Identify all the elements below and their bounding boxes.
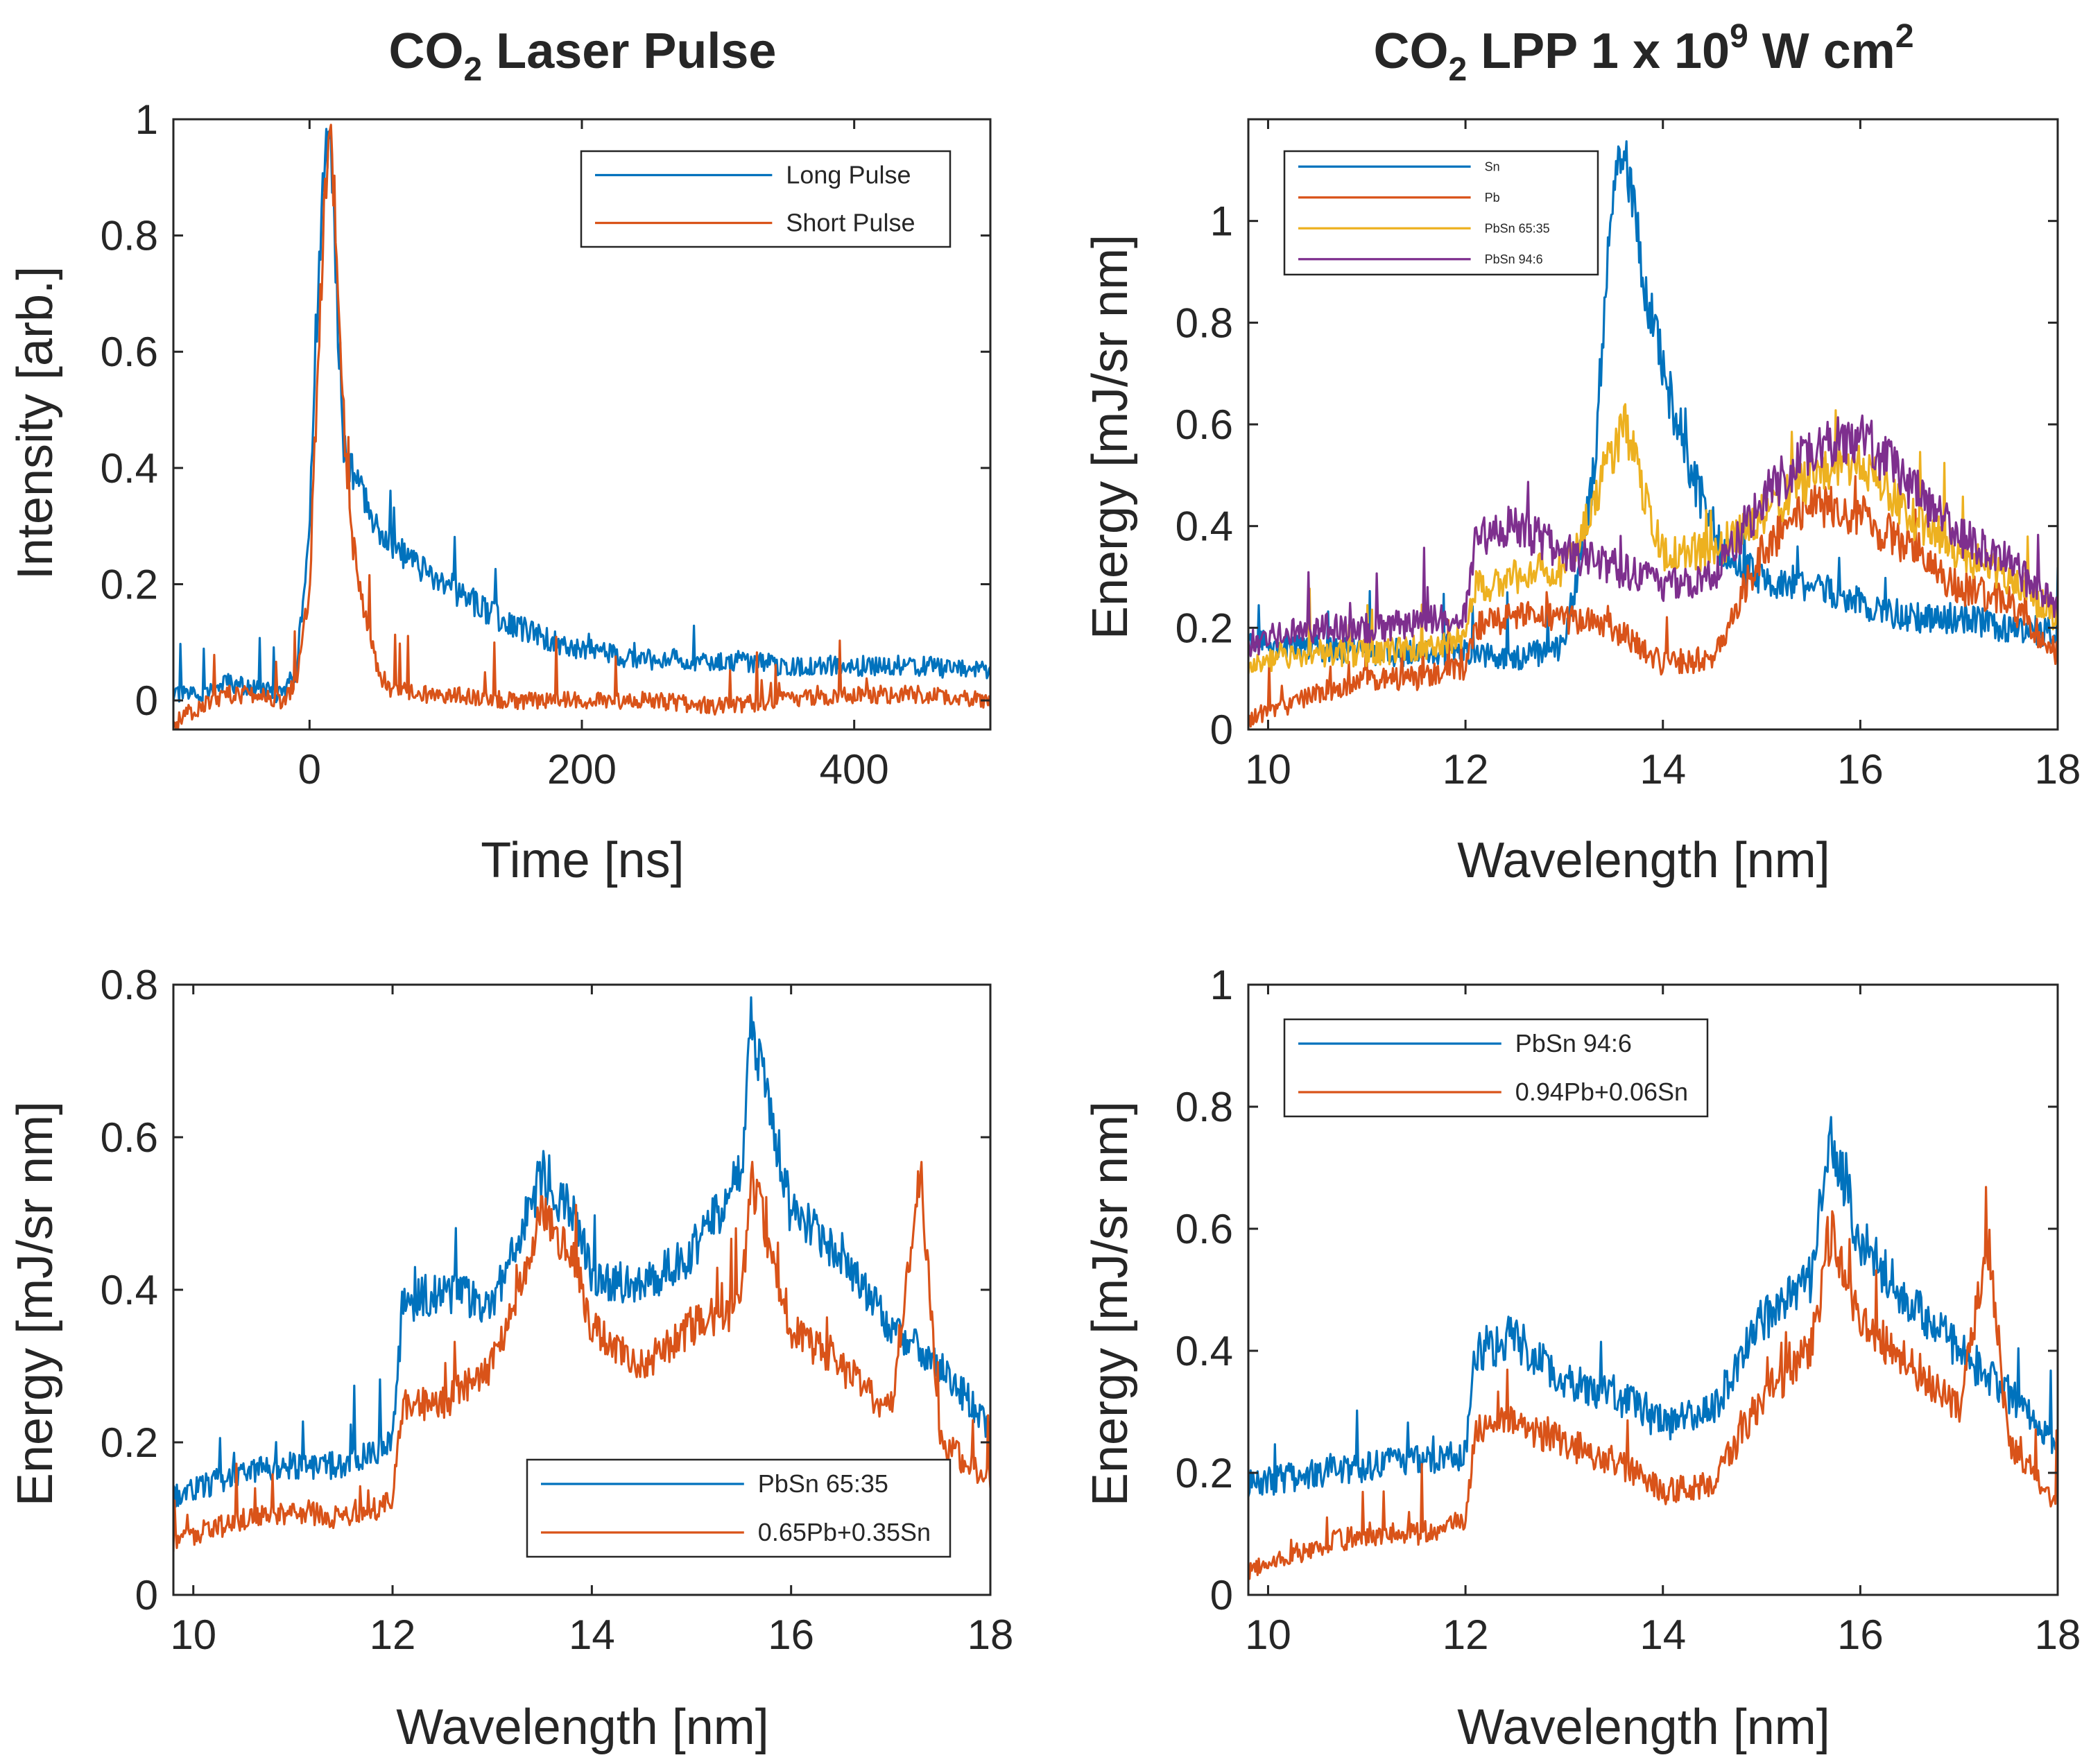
panel3-xtick-label-1: 12 [370, 1612, 416, 1658]
panel2-legend-box [1283, 150, 1599, 276]
panel1-series-group [173, 123, 990, 729]
panel2-legend-label-2: PbSn 65:35 [1485, 221, 1550, 235]
panel4-ytick-label-3: 0.6 [1176, 1206, 1233, 1252]
panel2-xtick-label-1: 12 [1443, 746, 1489, 793]
panel3-series-1-line [173, 1161, 990, 1552]
panel2-legend-label-0: Sn [1485, 159, 1500, 173]
panel4-xtick-label-1: 12 [1443, 1612, 1489, 1658]
panel4-xtick-label-4: 18 [2035, 1612, 2081, 1658]
panel4-ytick-label-0: 0 [1210, 1572, 1233, 1618]
panel1-series-1-line [173, 123, 990, 729]
panel2-xlabel: Wavelength [nm] [1457, 833, 1830, 888]
panel1-legend-label-1: Short Pulse [786, 209, 915, 237]
panel1-ytick-label-2: 0.4 [101, 445, 158, 492]
panel3-xtick-label-3: 16 [768, 1612, 814, 1658]
panel4-legend-box [1283, 1018, 1709, 1118]
panel-lpp-spectra: CO2 LPP 1 x 109 W cm2 Wavelength [nm] En… [1083, 18, 2081, 888]
panel4-series-group [1248, 1116, 2058, 1580]
panel1-ytick-label-5: 1 [135, 96, 158, 143]
panel3-ylabel: Energy [mJ/sr nm] [8, 1101, 63, 1506]
panel3-xtick-label-4: 18 [967, 1612, 1014, 1658]
panel1-legend-box [580, 150, 952, 248]
panel1-ytick-label-0: 0 [135, 677, 158, 724]
panel3-series-0-line [173, 996, 990, 1508]
panel2-series-1-line [1248, 475, 2058, 728]
panel4-xtick-label-2: 14 [1639, 1612, 1686, 1658]
panel4-legend-label-0: PbSn 94:6 [1515, 1029, 1632, 1057]
panel1-legend: Long Pulse Short Pulse [580, 150, 952, 248]
panel2-ylabel: Energy [mJ/sr nm] [1083, 234, 1138, 639]
panel1-xtick-label-1: 200 [547, 746, 617, 793]
panel4-ytick-label-2: 0.4 [1176, 1328, 1233, 1374]
panel2-title: CO2 LPP 1 x 109 W cm2 [1373, 18, 1913, 88]
panel1-ytick-label-3: 0.6 [101, 329, 158, 375]
panel-pbsn-6535: Wavelength [nm] Energy [mJ/sr nm] 10 12 14… [8, 962, 1013, 1755]
panel2-xtick-label-3: 16 [1837, 746, 1884, 793]
panel4-ytick-label-4: 0.8 [1176, 1084, 1233, 1130]
panel2-ytick-label-1: 0.2 [1176, 605, 1233, 651]
panel2-series-3-line [1248, 414, 2058, 657]
panel4-xlabel: Wavelength [nm] [1457, 1700, 1830, 1755]
panel1-ytick-label-4: 0.8 [101, 213, 158, 259]
panel4-ytick-label-5: 1 [1210, 962, 1233, 1008]
panel-pbsn-946: Wavelength [nm] Energy [mJ/sr nm] 10 12 14… [1083, 962, 2081, 1755]
panel4-series-0-line [1248, 1116, 2058, 1497]
panel1-title: CO2 Laser Pulse [389, 24, 777, 88]
panel3-legend: PbSn 65:35 0.65Pb+0.35Sn [526, 1458, 952, 1558]
panel4-axes-box [1247, 983, 2059, 1596]
panel3-legend-label-1: 0.65Pb+0.35Sn [758, 1518, 931, 1546]
panel1-legend-label-0: Long Pulse [786, 161, 911, 189]
panel2-ytick-label-3: 0.6 [1176, 401, 1233, 448]
panel4-xtick-label-3: 16 [1837, 1612, 1884, 1658]
panel3-legend-box [526, 1458, 952, 1558]
panel1-series-0-line [173, 128, 990, 704]
panel2-ytick-label-0: 0 [1210, 707, 1233, 753]
panel1-xlabel: Time [ns] [481, 833, 684, 888]
panel3-ytick-label-2: 0.4 [101, 1267, 158, 1313]
panel4-series-1-line [1248, 1186, 2058, 1580]
panel2-series-2-line [1248, 403, 2058, 675]
panel2-xtick-label-0: 10 [1245, 746, 1291, 793]
panel3-ytick-label-3: 0.6 [101, 1114, 158, 1161]
panel4-legend: PbSn 94:6 0.94Pb+0.06Sn [1283, 1018, 1709, 1118]
panel2-legend-label-3: PbSn 94:6 [1485, 252, 1543, 266]
panel4-legend-label-1: 0.94Pb+0.06Sn [1515, 1078, 1688, 1106]
panel2-ytick-label-5: 1 [1210, 198, 1233, 245]
panel3-xtick-label-0: 10 [170, 1612, 216, 1658]
panel2-legend: Sn Pb PbSn 65:35 PbSn 94:6 [1283, 150, 1599, 276]
panel3-xlabel: Wavelength [nm] [396, 1700, 769, 1755]
panel1-ytick-label-1: 0.2 [101, 561, 158, 607]
panel2-legend-label-1: Pb [1485, 191, 1500, 205]
panel1-ylabel: Intensity [arb.] [8, 266, 63, 580]
panel3-xtick-label-2: 14 [569, 1612, 615, 1658]
panel2-ytick-label-4: 0.8 [1176, 300, 1233, 346]
panel-laser-pulse: CO2 Laser Pulse Time [ns] Intensity [arb… [8, 24, 992, 888]
panel2-xtick-label-2: 14 [1639, 746, 1686, 793]
panel1-xtick-label-0: 0 [298, 746, 321, 793]
panel1-xtick-label-2: 400 [820, 746, 889, 793]
panel3-legend-label-0: PbSn 65:35 [758, 1469, 888, 1498]
panel4-xtick-label-0: 10 [1245, 1612, 1291, 1658]
panel4-ytick-label-1: 0.2 [1176, 1450, 1233, 1496]
panel3-series-group [173, 996, 990, 1552]
panel3-ytick-label-0: 0 [135, 1572, 158, 1618]
panel2-ytick-label-2: 0.4 [1176, 503, 1233, 550]
panel4-ylabel: Energy [mJ/sr nm] [1083, 1101, 1138, 1506]
panel2-series-group [1248, 140, 2058, 728]
panel2-xtick-label-4: 18 [2035, 746, 2081, 793]
panel3-ytick-label-4: 0.8 [101, 962, 158, 1008]
panel3-ytick-label-1: 0.2 [101, 1419, 158, 1466]
